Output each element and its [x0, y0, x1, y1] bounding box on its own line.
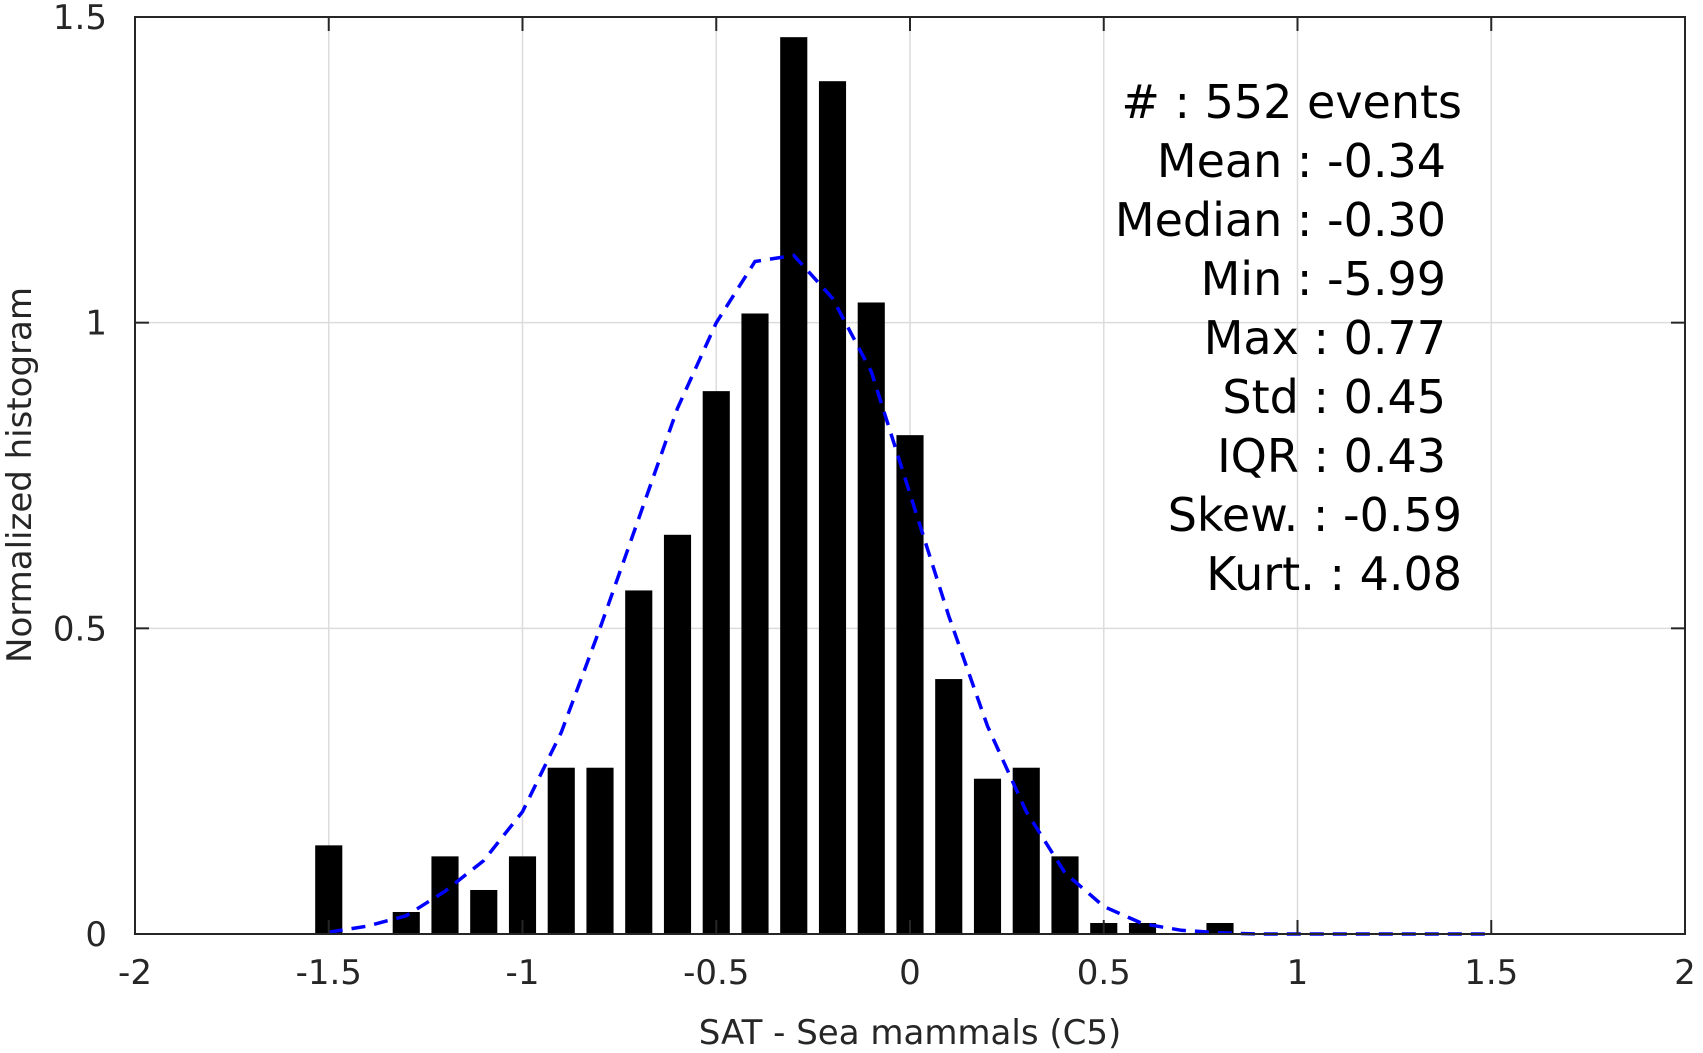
- stat-line-4: Max : 0.77: [1204, 311, 1446, 365]
- x-tick-label-4: 0: [899, 953, 921, 993]
- stat-line-5: Std : 0.45: [1222, 370, 1446, 424]
- stat-line-7: Skew. : -0.59: [1168, 488, 1462, 542]
- stat-line-3: Min : -5.99: [1201, 252, 1446, 306]
- histogram-bar-16: [973, 778, 1002, 934]
- x-tick-label-8: 2: [1674, 953, 1696, 993]
- y-tick-label-2: 1: [85, 304, 107, 344]
- y-axis-ticks: 0 0.5 1 1.5: [53, 0, 1685, 955]
- stat-line-0: # : 552 events: [1121, 75, 1462, 129]
- histogram-bar-21: [1206, 922, 1234, 934]
- histogram-bar-15: [935, 679, 963, 934]
- histogram-bars: [315, 37, 1234, 934]
- y-tick-label-0: 0: [85, 915, 107, 955]
- histogram-bar-20: [1128, 922, 1157, 934]
- stat-line-6: IQR : 0.43: [1217, 429, 1446, 483]
- histogram-bar-7: [625, 590, 653, 934]
- x-tick-label-6: 1: [1287, 953, 1309, 993]
- histogram-bar-14: [896, 435, 924, 934]
- histogram-bar-12: [818, 81, 847, 934]
- x-tick-label-0: -2: [118, 953, 152, 993]
- stat-line-8: Kurt. : 4.08: [1206, 547, 1462, 601]
- histogram-bar-13: [857, 302, 885, 934]
- y-tick-label-3: 1.5: [53, 0, 107, 38]
- y-tick-label-1: 0.5: [53, 609, 107, 649]
- x-tick-label-1: -1.5: [296, 953, 362, 993]
- x-tick-label-7: 1.5: [1464, 953, 1518, 993]
- x-tick-label-5: 0.5: [1077, 953, 1131, 993]
- histogram-bar-10: [741, 313, 769, 934]
- histogram-bar-9: [702, 391, 730, 934]
- histogram-bar-3: [470, 889, 498, 934]
- histogram-bar-17: [1012, 767, 1040, 934]
- histogram-bar-8: [663, 534, 692, 934]
- y-axis-label: Normalized histogram: [0, 287, 40, 663]
- histogram-bar-11: [780, 37, 808, 934]
- stat-line-2: Median : -0.30: [1115, 193, 1446, 247]
- histogram-bar-18: [1051, 856, 1079, 934]
- x-tick-label-2: -1: [506, 953, 540, 993]
- x-tick-label-3: -0.5: [683, 953, 749, 993]
- histogram-bar-0: [315, 845, 343, 934]
- histogram-bar-5: [547, 767, 575, 934]
- histogram-bar-6: [586, 767, 614, 934]
- x-axis-ticks: -2 -1.5 -1 -0.5 0 0.5 1 1.5 2: [118, 17, 1696, 993]
- stat-line-1: Mean : -0.34: [1157, 134, 1446, 188]
- x-axis-label: SAT - Sea mammals (C5): [699, 1013, 1122, 1053]
